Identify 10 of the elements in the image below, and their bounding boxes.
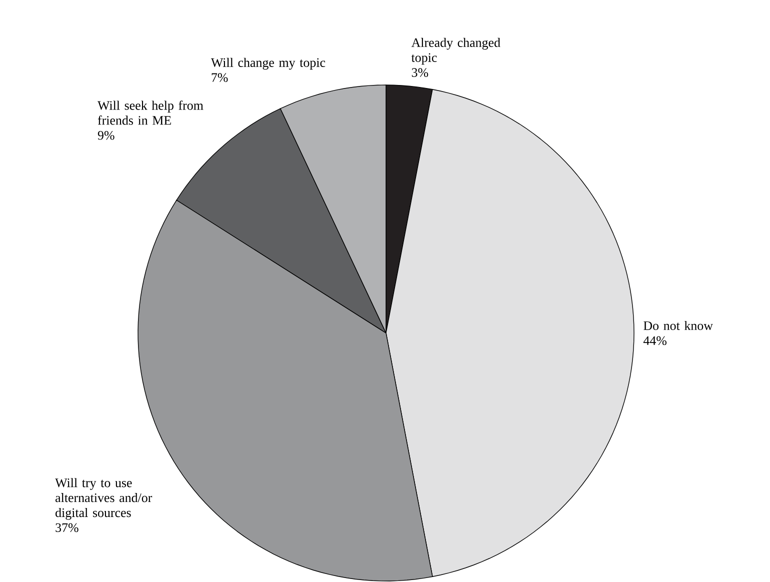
data-label: 37% [56, 523, 78, 532]
slice-label: Will try to use alternatives and/or digital sources [55, 478, 152, 520]
slice-label: Will seek help from friends in ME [98, 100, 204, 125]
slice-label: Do not know [644, 320, 713, 330]
data-label: 9% [98, 130, 114, 140]
data-label: 3% [412, 68, 428, 77]
data-label: 7% [212, 73, 228, 82]
slice-label: Already changed topic [411, 38, 500, 65]
slice-label: Will change my topic [210, 58, 326, 70]
data-label: 44% [643, 336, 666, 346]
